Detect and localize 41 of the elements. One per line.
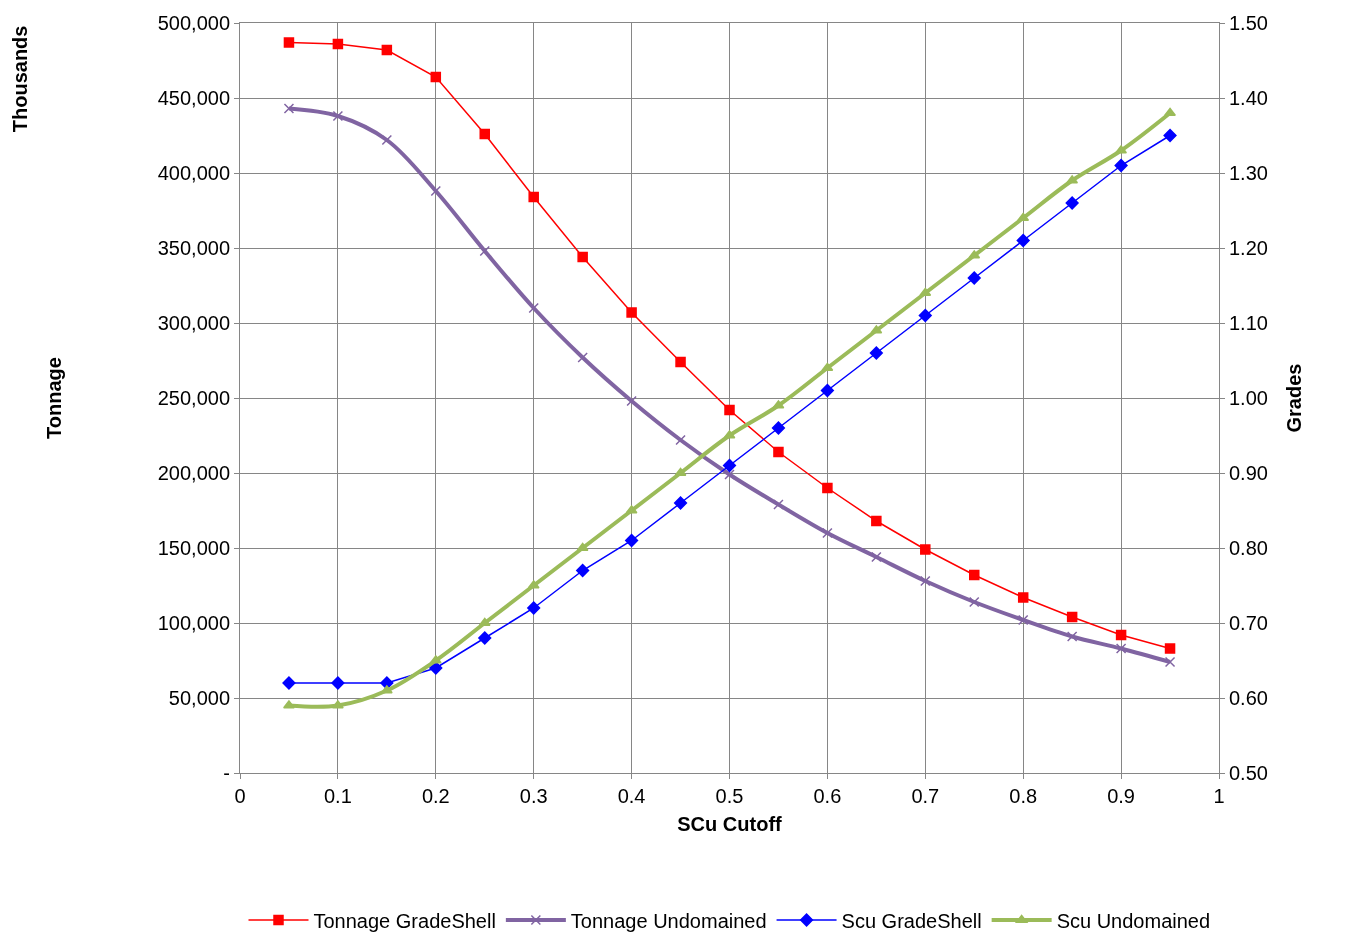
y-tick-label: 400,000 [157,162,230,184]
y-tick-label: 350,000 [157,237,230,259]
legend-label: Scu Undomained [1056,909,1211,932]
y2-tick-label: 0.60 [1229,687,1268,709]
y-tick-label: 100,000 [157,612,230,634]
y2-tick-label: 1.10 [1229,312,1268,334]
x-tick-label: 0.2 [421,785,450,807]
y-tick-label: 300,000 [157,312,230,334]
y-axis-title: Tonnage [43,357,66,439]
x-tick-label: 0.3 [519,785,548,807]
x-tick-label: 0.1 [323,785,352,807]
legend-label: Tonnage GradeShell [313,909,496,932]
x-axis-title: SCu Cutoff [677,812,783,835]
x-tick-label: 0.8 [1009,785,1038,807]
x-tick-label: 0.9 [1107,785,1136,807]
y2-tick-label: 1.00 [1229,387,1268,409]
x-tick-label: 0.4 [617,785,646,807]
y-tick-label: 50,000 [168,687,230,709]
y-tick-label: 200,000 [157,462,230,484]
y2-axis-title: Grades [1283,363,1306,433]
legend-label: Tonnage Undomained [570,909,767,932]
y2-tick-label: 0.80 [1229,537,1268,559]
text: Thousands [9,25,32,133]
y-tick-label: 500,000 [157,12,230,34]
x-tick-label: 0 [234,785,246,807]
y-tick-label: 250,000 [157,387,230,409]
y-tick-label: - [223,762,230,784]
y-tick-label: 450,000 [157,87,230,109]
x-tick-label: 0.6 [813,785,842,807]
x-tick-label: 1 [1213,785,1225,807]
x-tick-label: 0.5 [715,785,744,807]
y2-tick-label: 0.70 [1229,612,1268,634]
legend-label: Scu GradeShell [841,909,982,932]
y2-tick-label: 1.40 [1229,87,1268,109]
y2-tick-label: 1.20 [1229,237,1268,259]
y2-tick-label: 1.30 [1229,162,1268,184]
y-tick-label: 150,000 [157,537,230,559]
y2-tick-label: 1.50 [1229,12,1268,34]
y2-tick-label: 0.90 [1229,462,1268,484]
x-tick-label: 0.7 [911,785,940,807]
y2-tick-label: 0.50 [1229,762,1268,784]
